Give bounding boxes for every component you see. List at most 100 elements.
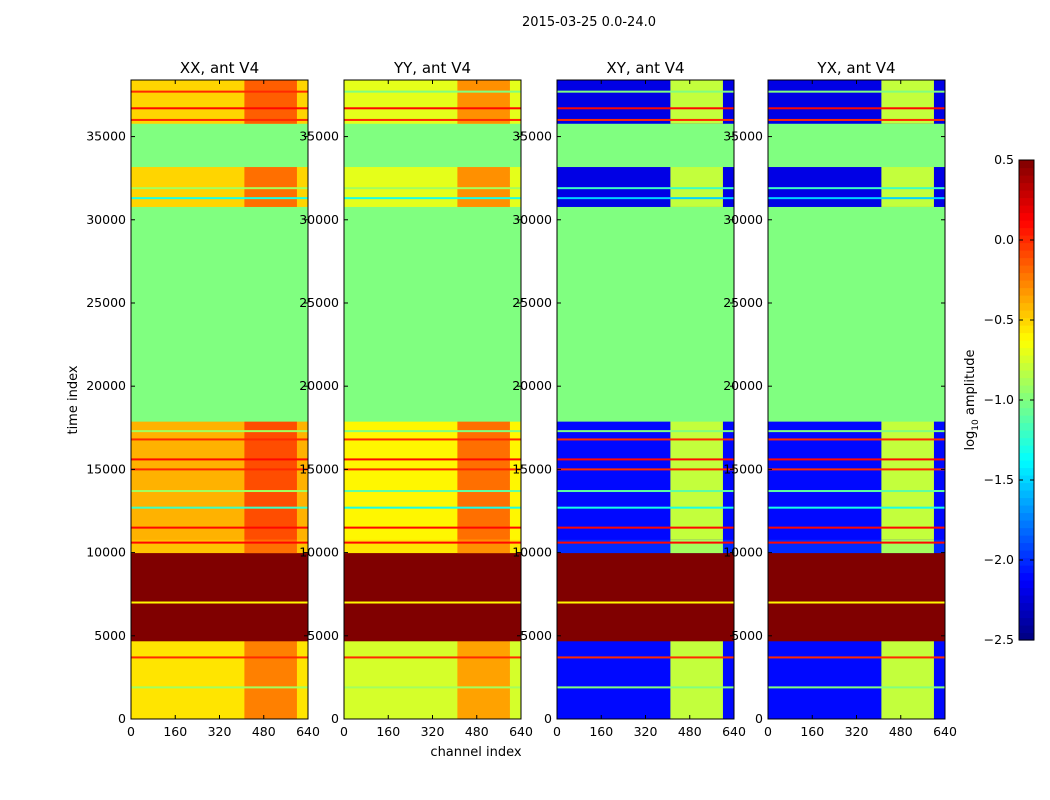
heatmap-band: [131, 123, 308, 168]
colorbar-segment: [1019, 632, 1034, 641]
heatmap-panel: YY, ant V4 0 160 320 480 640 0 5000 10000 15000 20…: [299, 59, 533, 739]
heatmap-band: [557, 123, 734, 168]
panel-title: YX, ant V4: [816, 59, 895, 77]
heatmap-stripe: [344, 506, 521, 509]
heatmap-stripe: [768, 107, 945, 110]
heatmap-stripe: [131, 197, 308, 200]
heatmap-stripe: [131, 601, 308, 604]
colorbar-segment: [1019, 340, 1034, 349]
heatmap-stripe: [557, 438, 734, 441]
heatmap-stripe: [557, 526, 734, 529]
heatmap-band-hot-channels: [881, 80, 934, 124]
heatmap-band-hot-channels: [457, 80, 510, 124]
colorbar-segment: [1019, 362, 1034, 371]
colorbar-tick-label: −1.5: [984, 472, 1014, 487]
colorbar-segment: [1019, 182, 1034, 191]
y-tick-label: 30000: [723, 212, 763, 227]
heatmap-stripe: [131, 468, 308, 471]
heatmap-panel: XX, ant V4 0 160 320 480 640 0 5000 10000 15000 20…: [86, 59, 320, 739]
heatmap-band-hot-channels: [881, 421, 934, 540]
heatmap-stripe: [557, 686, 734, 689]
colorbar-segment: [1019, 602, 1034, 611]
colorbar-segment: [1019, 595, 1034, 604]
heatmap-stripe: [344, 490, 521, 493]
y-tick-label: 25000: [86, 295, 126, 310]
colorbar-segment: [1019, 550, 1034, 559]
heatmap-band-hot-channels: [881, 640, 934, 720]
y-tick-label: 25000: [512, 295, 552, 310]
colorbar-segment: [1019, 250, 1034, 259]
colorbar-segment: [1019, 317, 1034, 326]
heatmap-stripe: [131, 430, 308, 433]
colorbar-segment: [1019, 490, 1034, 499]
colorbar-segment: [1019, 227, 1034, 236]
x-tick-label: 160: [163, 724, 187, 739]
colorbar-segment: [1019, 505, 1034, 514]
colorbar-segment: [1019, 407, 1034, 416]
heatmap-stripe: [768, 118, 945, 121]
heatmap-stripe: [557, 506, 734, 509]
colorbar-segment: [1019, 467, 1034, 476]
colorbar-segment: [1019, 265, 1034, 274]
heatmap-stripe: [557, 430, 734, 433]
heatmap-stripe: [768, 187, 945, 190]
panel-title: XX, ant V4: [180, 59, 259, 77]
colorbar-segment: [1019, 332, 1034, 341]
y-tick-label: 15000: [299, 461, 339, 476]
y-tick-label: 5000: [307, 628, 339, 643]
y-tick-label: 35000: [86, 129, 126, 144]
colorbar-segment: [1019, 587, 1034, 596]
x-tick-label: 480: [252, 724, 276, 739]
y-tick-label: 5000: [94, 628, 126, 643]
y-tick-label: 0: [331, 711, 339, 726]
x-tick-label: 640: [509, 724, 533, 739]
heatmap-band-hot-channels: [881, 539, 934, 554]
x-tick-label: 160: [800, 724, 824, 739]
heatmap-band: [557, 552, 734, 642]
colorbar-segment: [1019, 437, 1034, 446]
colorbar-segment: [1019, 385, 1034, 394]
y-tick-label: 20000: [512, 378, 552, 393]
y-tick-label: 0: [544, 711, 552, 726]
x-tick-label: 480: [678, 724, 702, 739]
heatmap-stripe: [768, 90, 945, 93]
y-tick-label: 0: [118, 711, 126, 726]
heatmap-stripe: [557, 118, 734, 121]
heatmap-stripe: [344, 107, 521, 110]
heatmap-stripe: [768, 430, 945, 433]
heatmap-stripe: [768, 490, 945, 493]
heatmap-band-hot-channels: [244, 166, 297, 207]
colorbar-segment: [1019, 475, 1034, 484]
heatmap-band: [768, 206, 945, 422]
x-tick-label: 0: [553, 724, 561, 739]
colorbar-segment: [1019, 572, 1034, 581]
heatmap-band: [557, 206, 734, 422]
heatmap-stripe: [557, 468, 734, 471]
heatmap-stripe: [131, 526, 308, 529]
colorbar-segment: [1019, 302, 1034, 311]
heatmap-stripe: [344, 601, 521, 604]
colorbar-segment: [1019, 257, 1034, 266]
heatmap-stripe: [768, 541, 945, 544]
heatmap-stripe: [557, 458, 734, 461]
heatmap-stripe: [344, 90, 521, 93]
x-tick-label: 160: [589, 724, 613, 739]
colorbar-segment: [1019, 557, 1034, 566]
colorbar-segment: [1019, 197, 1034, 206]
y-tick-label: 10000: [723, 545, 763, 560]
x-tick-label: 640: [296, 724, 320, 739]
y-tick-label: 10000: [86, 545, 126, 560]
colorbar-segment: [1019, 167, 1034, 176]
y-tick-label: 30000: [86, 212, 126, 227]
y-tick-label: 30000: [299, 212, 339, 227]
heatmap-band: [344, 206, 521, 422]
heatmap-band-hot-channels: [457, 421, 510, 540]
colorbar-segment: [1019, 220, 1034, 229]
x-tick-label: 160: [376, 724, 400, 739]
colorbar-segment: [1019, 422, 1034, 431]
x-tick-label: 320: [421, 724, 445, 739]
colorbar-tick-label: −2.5: [984, 632, 1014, 647]
heatmap-stripe: [557, 197, 734, 200]
heatmap-stripe: [344, 197, 521, 200]
